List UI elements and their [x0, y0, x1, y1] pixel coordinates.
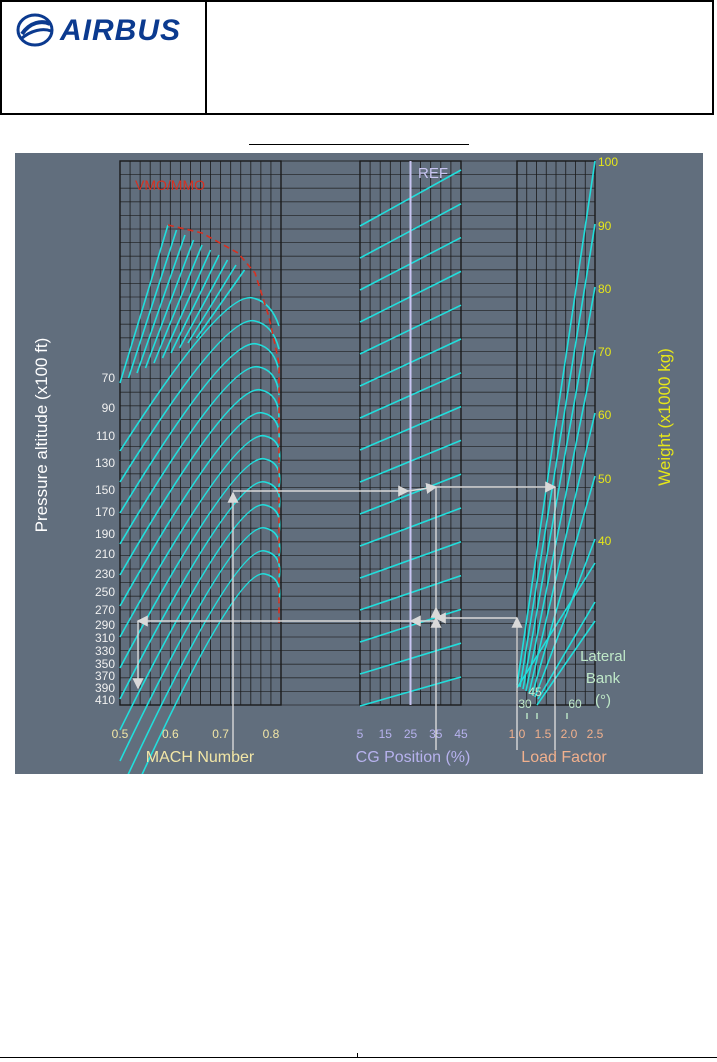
- load-curve: [531, 475, 596, 696]
- header-title-cell: [212, 22, 702, 82]
- airbus-logo-text: AIRBUS: [60, 14, 182, 47]
- altitude-label: 390: [95, 681, 115, 695]
- mach-tick-label: 0.5: [112, 727, 129, 741]
- document-header: AIRBUS: [0, 0, 714, 115]
- altitude-label: 130: [95, 456, 115, 470]
- mach-curve: [178, 259, 229, 349]
- altitude-label: 170: [95, 505, 115, 519]
- altitude-label: 370: [95, 669, 115, 683]
- vmo-boundary: [167, 224, 280, 623]
- cg-axis-title: CG Position (%): [356, 749, 471, 766]
- altitude-label: 350: [95, 657, 115, 671]
- mach-curve: [187, 264, 237, 344]
- mach-curve: [119, 224, 169, 384]
- mach-curve: [119, 412, 280, 607]
- load-curve: [525, 349, 596, 692]
- load-curve: [534, 538, 596, 698]
- mach-tick-label: 0.8: [263, 727, 280, 741]
- mach-curve: [119, 388, 280, 576]
- altitude-label: 310: [95, 631, 115, 645]
- mach-curve: [195, 269, 246, 339]
- load-curve: [522, 286, 596, 690]
- airbus-swirl-icon: [16, 13, 54, 47]
- mach-curve: [170, 254, 220, 354]
- mach-curve: [136, 234, 186, 374]
- vmo-mmo-label: VMO/MMO: [135, 177, 205, 193]
- load-axis-title: Load Factor: [521, 749, 607, 766]
- mach-tick-label: 0.7: [212, 727, 229, 741]
- mach-curve: [119, 550, 281, 793]
- mach-curve: [153, 244, 203, 364]
- mach-curve: [119, 365, 280, 545]
- mach-tick-label: 0.6: [162, 727, 179, 741]
- bank-angle-label: 30: [518, 697, 532, 711]
- mach-curve: [119, 527, 281, 762]
- altitude-label: 110: [96, 429, 115, 443]
- bank-title-line: Lateral: [580, 648, 626, 665]
- load-curve: [516, 562, 596, 689]
- altitude-label: 90: [102, 401, 116, 415]
- cg-tick-label: 5: [357, 727, 364, 741]
- weight-tick-label: 70: [598, 345, 612, 359]
- footer-rule: [0, 1057, 717, 1058]
- load-curve: [536, 620, 596, 706]
- cg-tick-label: 15: [379, 727, 393, 741]
- mach-curve: [119, 504, 281, 731]
- altitude-axis-title: Pressure altitude (x100 ft): [32, 338, 51, 533]
- footer-tick: [357, 1053, 358, 1058]
- load-tick-label: 2.0: [561, 727, 578, 741]
- altitude-label: 290: [95, 618, 115, 632]
- mach-curve: [119, 319, 280, 483]
- weight-tick-label: 90: [598, 219, 612, 233]
- header-divider: [205, 2, 207, 115]
- weight-tick-label: 80: [598, 282, 612, 296]
- mach-curve: [127, 229, 178, 379]
- mach-curve: [119, 342, 280, 514]
- load-tick-label: 2.5: [587, 727, 604, 741]
- mach-curve: [119, 435, 281, 638]
- chart-svg: VMO/MMO 70 90 110 130 150 170 190 210 230 250 27029…: [32, 155, 674, 824]
- bank-title-line: (°): [595, 692, 611, 709]
- mach-curve: [119, 458, 281, 669]
- load-curve: [516, 160, 596, 686]
- altitude-label: 250: [95, 585, 115, 599]
- cg-tick-label: 25: [404, 727, 418, 741]
- cg-tick-label: 45: [454, 727, 468, 741]
- altitude-label: 70: [102, 371, 116, 385]
- load-curve: [537, 601, 596, 700]
- airbus-logo: AIRBUS: [16, 12, 194, 48]
- altitude-label: 230: [95, 567, 115, 581]
- altitude-label: 270: [95, 603, 115, 617]
- altitude-label: 210: [95, 547, 115, 561]
- mach-curve: [119, 573, 281, 824]
- load-curve: [519, 223, 596, 688]
- altitude-label: 150: [95, 483, 115, 497]
- bank-angle-label: 45: [528, 685, 542, 699]
- load-tick-label: 1.5: [535, 727, 552, 741]
- bank-angle-label: 60: [568, 697, 582, 711]
- weight-tick-label: 100: [598, 155, 618, 169]
- bank-title-line: Bank: [586, 670, 621, 687]
- weight-axis-title: Weight (x1000 kg): [655, 348, 674, 486]
- cg-ref-label: REF: [418, 165, 448, 182]
- example-arrow: [407, 482, 438, 494]
- altitude-label: 330: [95, 644, 115, 658]
- altitude-label: 190: [95, 527, 115, 541]
- load-curve: [528, 412, 596, 694]
- figure-title-underline: [249, 144, 469, 145]
- mach-curve: [161, 249, 212, 359]
- weight-tick-label: 50: [598, 472, 612, 486]
- flight-envelope-chart: VMO/MMO 70 90 110 130 150 170 190 210 230 250 270 29…: [15, 153, 703, 824]
- mach-axis-title: MACH Number: [146, 749, 255, 766]
- mach-curve: [119, 296, 280, 452]
- weight-tick-label: 40: [598, 534, 612, 548]
- mach-curve: [144, 239, 195, 369]
- weight-tick-label: 60: [598, 408, 612, 422]
- altitude-label: 410: [95, 693, 115, 707]
